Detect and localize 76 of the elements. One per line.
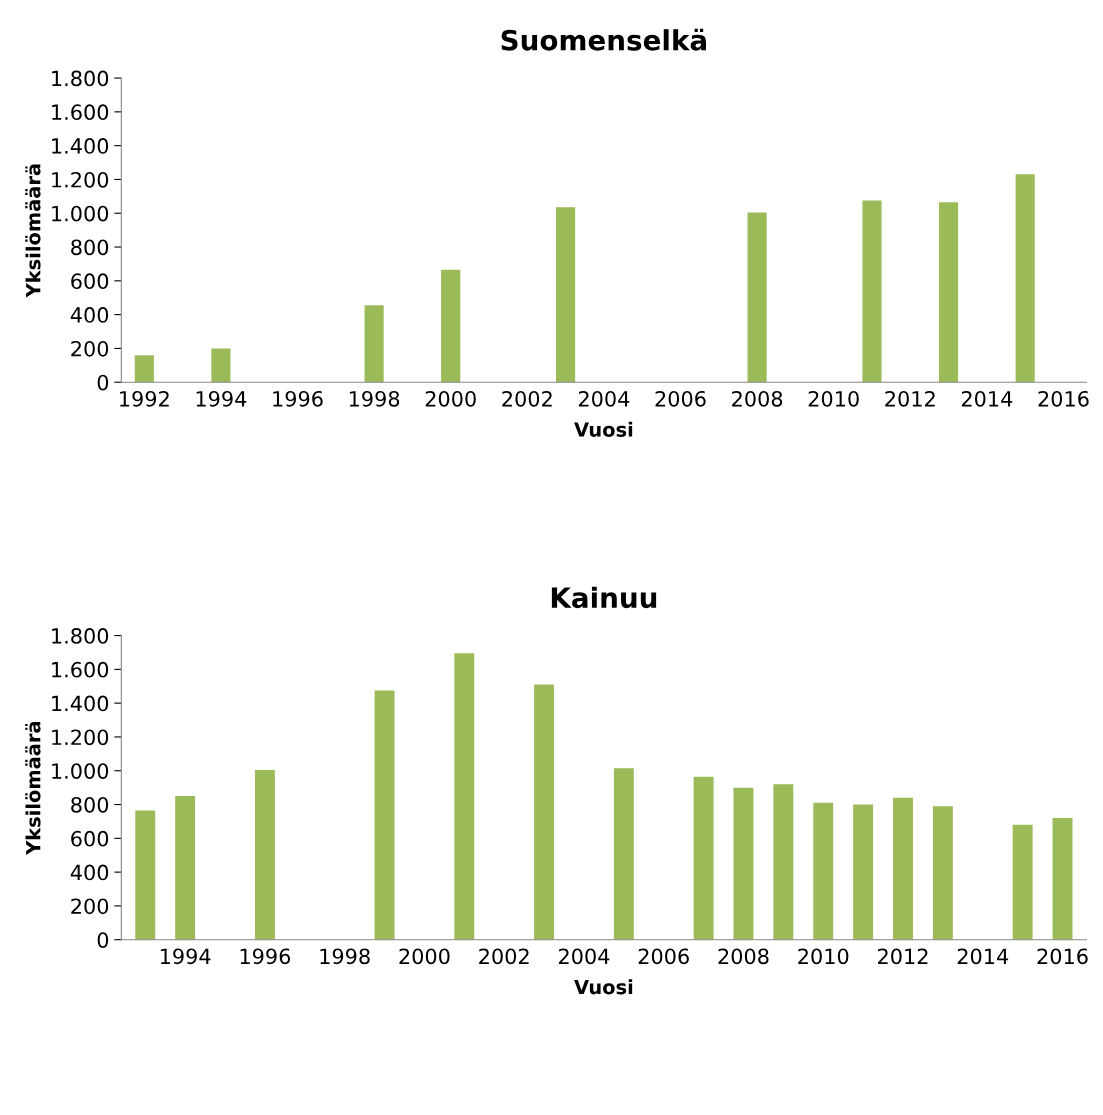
y-tick-label: 200 [71, 340, 109, 357]
y-tick-label: 1.600 [52, 104, 109, 121]
y-tick-label: 400 [70, 307, 109, 323]
x-tick-label: 2006 [638, 948, 689, 965]
x-tick-label: 2010 [808, 390, 859, 407]
y-tick-label: 1.000 [52, 205, 109, 222]
bar [1012, 824, 1033, 940]
y-tick-label: 400 [70, 864, 109, 881]
x-tick-label: 1994 [196, 390, 247, 407]
bar [1052, 818, 1073, 940]
bar [211, 348, 231, 383]
bar [939, 202, 959, 383]
x-tick-label: 1998 [349, 390, 400, 407]
bar [613, 768, 634, 940]
y-tick-label: 1.200 [52, 171, 109, 188]
bar [441, 269, 461, 383]
x-tick-label: 2002 [479, 948, 529, 965]
bar [134, 355, 154, 383]
x-tick-label: 1996 [273, 390, 323, 407]
y-tick-label: 800 [71, 796, 109, 813]
bar [773, 784, 794, 940]
bar [534, 684, 555, 940]
bar [693, 776, 714, 940]
bar [135, 810, 156, 940]
chart-title: Kainuu [551, 586, 657, 609]
bar [862, 200, 882, 383]
bar [364, 305, 384, 383]
x-tick-label: 2002 [502, 390, 552, 407]
bar [733, 787, 754, 940]
x-tick-label: 2006 [655, 390, 706, 407]
x-tick-label: 2010 [798, 948, 849, 965]
y-axis-title: Yksilömäärä [25, 164, 41, 298]
bar [374, 690, 395, 940]
x-axis-title: Vuosi [574, 979, 633, 995]
y-tick-label: 1.800 [52, 70, 109, 87]
x-tick-label: 1998 [320, 948, 370, 965]
y-tick-label: 1.400 [52, 695, 109, 712]
y-tick-label: 1.800 [52, 628, 109, 644]
bar [853, 804, 874, 940]
x-tick-label: 2016 [1037, 948, 1088, 965]
y-tick-label: 1.000 [52, 763, 109, 779]
x-tick-label: 2008 [718, 948, 769, 965]
y-tick-label: 1.600 [52, 661, 109, 678]
bar [454, 653, 475, 940]
x-tick-label: 1994 [160, 948, 211, 965]
y-tick-label: 0 [97, 374, 109, 391]
y-tick-label: 800 [71, 239, 109, 256]
bar [254, 769, 275, 940]
x-tick-label: 2012 [878, 948, 928, 965]
bar [556, 207, 576, 383]
x-tick-label: 2000 [399, 948, 450, 965]
bar [1015, 174, 1035, 383]
x-tick-label: 2012 [885, 390, 935, 407]
y-axis-title: Yksilömäärä [25, 721, 41, 856]
x-axis-title: Vuosi [574, 421, 633, 437]
y-tick-label: 1.200 [52, 729, 109, 746]
bar [893, 797, 913, 940]
x-tick-label: 2014 [961, 390, 1013, 407]
x-tick-label: 2004 [558, 948, 610, 965]
x-tick-label: 1996 [240, 948, 291, 965]
y-tick-label: 1.400 [52, 138, 109, 154]
x-tick-label: 2016 [1038, 390, 1089, 407]
y-tick-label: 600 [71, 830, 109, 847]
bar [747, 212, 767, 383]
chart-title: Suomenselkä [501, 28, 706, 51]
x-tick-label: 1992 [120, 390, 169, 407]
x-tick-label: 2014 [957, 948, 1009, 965]
bar [175, 796, 196, 940]
y-tick-label: 0 [97, 932, 109, 948]
bar [932, 806, 953, 940]
y-tick-label: 600 [71, 273, 109, 290]
x-tick-label: 2008 [732, 390, 783, 407]
x-tick-label: 2000 [425, 390, 476, 407]
y-tick-label: 200 [71, 898, 109, 915]
x-tick-label: 2004 [578, 390, 630, 407]
bar [813, 802, 834, 940]
